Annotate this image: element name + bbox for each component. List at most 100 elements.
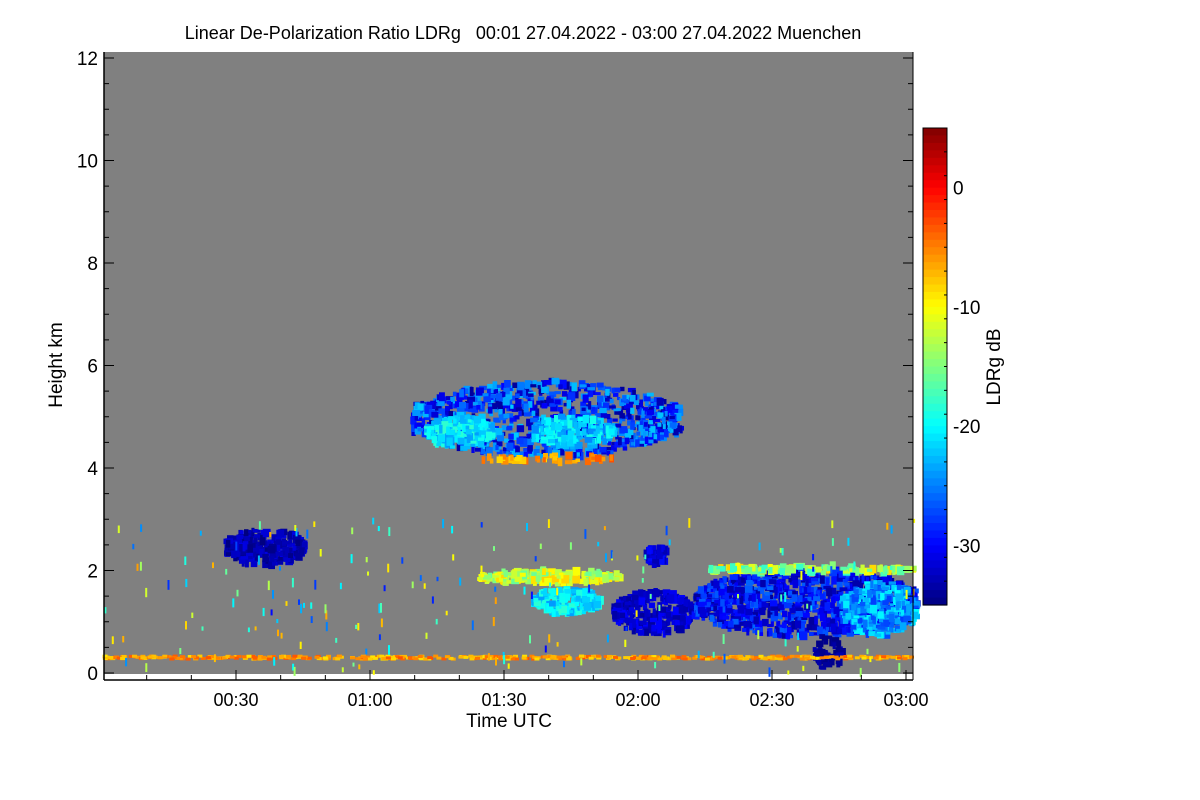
heatmap-cell (890, 619, 895, 628)
heatmap-cell (191, 655, 197, 659)
heatmap-cell (385, 654, 391, 658)
heatmap-cell (544, 447, 553, 456)
heatmap-cell (497, 401, 503, 409)
heatmap-cell (575, 458, 580, 462)
heatmap-cell (609, 655, 615, 659)
heatmap-cell (267, 580, 270, 591)
feature-mid-level-cloud-core2 (531, 413, 618, 450)
heatmap-cell (594, 454, 602, 462)
heatmap-cell (573, 422, 578, 429)
heatmap-cell (197, 654, 203, 658)
heatmap-cell (732, 618, 739, 628)
heatmap-cell (748, 597, 755, 601)
heatmap-cell (413, 406, 419, 414)
heatmap-cell (319, 549, 322, 557)
heatmap-cell (635, 439, 640, 447)
heatmap-cell (117, 525, 120, 534)
heatmap-cell (483, 396, 491, 403)
heatmap-cell (683, 599, 690, 608)
heatmap-cell (697, 590, 704, 598)
heatmap-cell (548, 634, 551, 643)
heatmap-cell (561, 605, 567, 614)
heatmap-cell (596, 656, 602, 660)
heatmap-cell (796, 579, 801, 586)
heatmap-cell (504, 380, 511, 388)
heatmap-cell (575, 446, 583, 453)
heatmap-cell (796, 646, 799, 652)
heatmap-cell (631, 594, 639, 601)
heatmap-cell (298, 599, 300, 605)
heatmap-cell (688, 518, 691, 528)
heatmap-cell (608, 428, 615, 436)
heatmap-cell (853, 615, 860, 619)
heatmap-cell (848, 591, 853, 595)
heatmap-cell (646, 616, 652, 621)
heatmap-cell (554, 438, 558, 443)
heatmap-cell (756, 593, 761, 603)
heatmap-cell (814, 650, 820, 655)
heatmap-cell (742, 627, 750, 632)
heatmap-cell (662, 589, 671, 598)
heatmap-cell (728, 620, 734, 628)
heatmap-cell (810, 578, 818, 583)
heatmap-cell (577, 421, 586, 428)
heatmap-cell (431, 411, 439, 418)
heatmap-cell (644, 608, 649, 618)
heatmap-cell (836, 574, 843, 582)
heatmap-cell (467, 396, 475, 402)
heatmap-cell (445, 405, 450, 414)
heatmap-cell (411, 416, 415, 425)
heatmap-cell (722, 634, 725, 644)
heatmap-cell (848, 657, 854, 661)
heatmap-cell (211, 655, 217, 659)
heatmap-cell (782, 624, 787, 634)
heatmap-cell (582, 600, 589, 605)
heatmap-cell (494, 586, 497, 592)
heatmap-cell (765, 592, 773, 601)
heatmap-cell (603, 655, 609, 659)
colorbar-segment (923, 582, 947, 591)
heatmap-cell (233, 655, 239, 658)
heatmap-cell (670, 613, 674, 622)
colorbar-tick-label: -30 (953, 536, 980, 557)
heatmap-cell (501, 425, 507, 431)
heatmap-cell (898, 662, 901, 672)
heatmap-cell (555, 419, 561, 424)
heatmap-cell (623, 400, 631, 404)
heatmap-cell (645, 596, 650, 604)
heatmap-cell (652, 608, 656, 615)
heatmap-cell (669, 422, 677, 428)
heatmap-cell (664, 411, 668, 417)
heatmap-cell (487, 388, 491, 398)
heatmap-cell (295, 539, 301, 546)
heatmap-cell (426, 427, 432, 433)
heatmap-cell (632, 590, 639, 599)
y-tick-label: 12 (77, 49, 98, 70)
heatmap-cell (865, 629, 869, 638)
heatmap-cell (424, 405, 430, 414)
heatmap-cell (244, 559, 249, 568)
heatmap-cell (635, 415, 641, 421)
heatmap-cell (861, 656, 867, 660)
x-tick-label: 01:30 (481, 690, 526, 710)
heatmap-cell (559, 596, 566, 603)
y-tick-label: 6 (87, 357, 98, 378)
heatmap-cell (851, 594, 859, 602)
heatmap-cell (508, 433, 514, 440)
heatmap-cell (781, 622, 787, 628)
heatmap-cell (275, 551, 283, 556)
heatmap-cell (659, 607, 667, 613)
heatmap-cell (667, 594, 675, 603)
heatmap-cell (275, 536, 282, 541)
colorbar-segment (923, 381, 947, 390)
heatmap-cell (145, 587, 148, 598)
heatmap-cells (102, 377, 921, 677)
heatmap-cell (363, 657, 368, 661)
heatmap-cell (677, 625, 685, 634)
heatmap-cell (516, 425, 525, 433)
heatmap-cell (636, 608, 640, 616)
heatmap-cell (413, 657, 419, 661)
heatmap-cell (436, 441, 441, 447)
heatmap-cell (838, 570, 847, 578)
